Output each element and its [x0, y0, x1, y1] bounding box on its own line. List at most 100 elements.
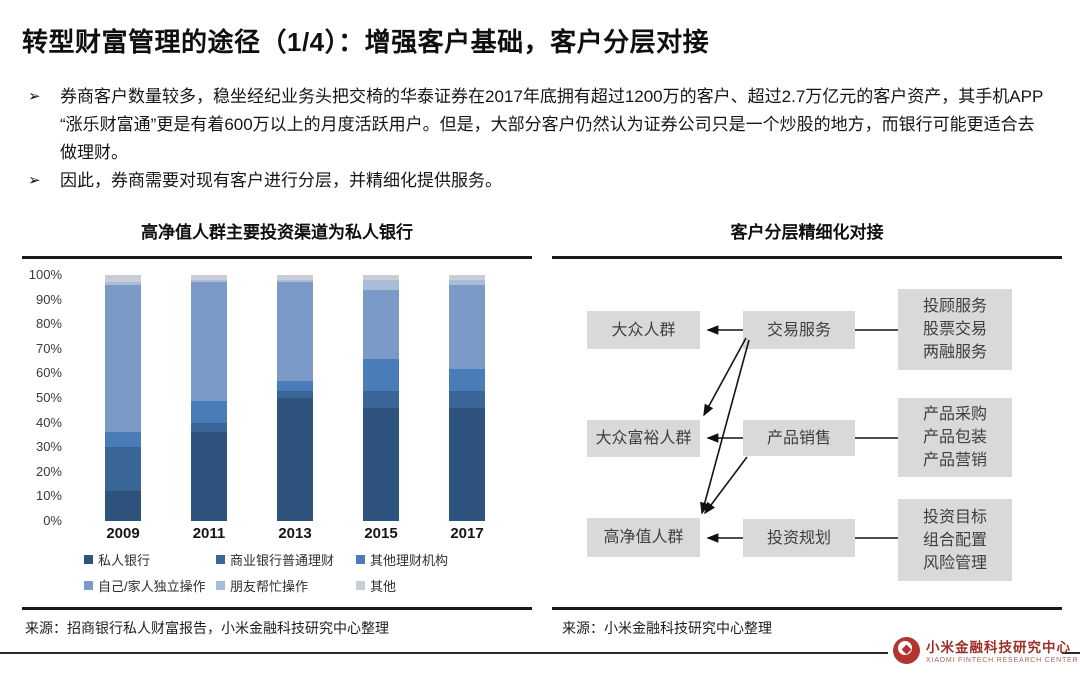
box-label: 产品销售: [766, 429, 831, 447]
logo-en: XIAOMI FINTECH RESEARCH CENTER: [926, 657, 1079, 664]
bar-2013: [277, 275, 313, 521]
box-label: 高净值人群: [603, 529, 684, 546]
bar-segment-其他: [449, 275, 485, 280]
bullet-item: ➢ 因此，券商需要对现有客户进行分层，并精细化提供服务。: [28, 167, 1050, 195]
bar-segment-其他: [363, 275, 399, 280]
legend-item: 其他: [356, 576, 514, 595]
legend-item: 其他理财机构: [356, 550, 514, 569]
legend-label: 其他: [370, 579, 397, 594]
legend-label: 其他理财机构: [370, 553, 449, 568]
bar-segment-其他理财机构: [191, 400, 227, 423]
bar-segment-其他理财机构: [363, 358, 399, 391]
x-axis-label: 2009: [106, 525, 140, 542]
y-tick-label: 50%: [35, 390, 62, 405]
box-label: 投资规划: [766, 529, 831, 547]
service-box: 产品销售: [743, 420, 855, 456]
legend-label: 自己/家人独立操作: [98, 579, 206, 594]
legend-swatch-icon: [84, 581, 93, 590]
stacked-bar-chart: [80, 275, 510, 521]
y-tick-label: 10%: [35, 488, 62, 504]
y-tick-label: 40%: [35, 414, 62, 430]
bar-segment-私人银行: [449, 407, 485, 521]
box-label: 大众富裕人群: [595, 430, 692, 447]
legend-label: 商业银行普通理财: [230, 553, 335, 568]
divider: [552, 256, 1062, 259]
bar-segment-其他: [277, 275, 313, 280]
bar-segment-自己/家人独立操作: [277, 282, 313, 381]
y-tick-label: 0%: [43, 513, 62, 528]
detail-box: 投顾服务 股票交易 两融服务: [898, 289, 1012, 370]
diagram-source: 来源：小米金融科技研究中心整理: [562, 620, 772, 636]
bar-segment-朋友帮忙操作: [363, 279, 399, 290]
legend-swatch-icon: [216, 581, 225, 590]
x-axis-label: 2017: [450, 525, 484, 542]
bullet-arrow-icon: ➢: [28, 88, 41, 105]
box-label: 股票交易: [922, 321, 987, 338]
legend-item: 商业银行普通理财: [216, 550, 356, 569]
legend-item: 私人银行: [84, 550, 216, 569]
bar-segment-朋友帮忙操作: [277, 279, 313, 283]
bar-segment-私人银行: [191, 432, 227, 521]
box-label: 投资目标: [922, 508, 987, 526]
x-axis-label: 2011: [192, 525, 226, 542]
logo-cn: 小米金融科技研究中心: [926, 640, 1071, 655]
divider: [22, 256, 532, 259]
bullet-text: 因此，券商需要对现有客户进行分层，并精细化提供服务。: [60, 171, 502, 190]
bar-segment-其他: [105, 275, 141, 283]
bar-segment-商业银行普通理财: [105, 447, 141, 492]
legend-item: 朋友帮忙操作: [216, 576, 356, 595]
bullet-arrow-icon: ➢: [28, 172, 41, 189]
y-tick-label: 60%: [35, 365, 62, 381]
tier-box: 大众人群: [587, 311, 700, 349]
legend-swatch-icon: [356, 581, 365, 590]
chart-title: 高净值人群主要投资渠道为私人银行: [141, 223, 413, 242]
legend-swatch-icon: [216, 555, 225, 564]
bar-segment-其他: [191, 275, 227, 280]
footer-rule: [1062, 652, 1080, 654]
tier-box: 大众富裕人群: [587, 420, 700, 457]
bar-2009: [105, 275, 141, 521]
bar-segment-商业银行普通理财: [191, 422, 227, 433]
bar-segment-私人银行: [277, 398, 313, 521]
divider: [22, 607, 532, 610]
box-label: 交易服务: [766, 321, 831, 339]
logo-text: 小米金融科技研究中心 XIAOMI FINTECH RESEARCH CENTE…: [926, 636, 1078, 664]
xiaomi-fintech-logo: 小米金融科技研究中心 XIAOMI FINTECH RESEARCH CENTE…: [893, 636, 1078, 664]
service-box: 投资规划: [743, 519, 855, 557]
bar-segment-自己/家人独立操作: [191, 282, 227, 401]
bar-segment-其他理财机构: [449, 368, 485, 391]
bar-segment-私人银行: [105, 491, 141, 521]
bar-segment-自己/家人独立操作: [105, 284, 141, 433]
legend-item: 自己/家人独立操作: [84, 576, 216, 595]
box-label: 产品采购: [922, 406, 987, 423]
tier-box: 高净值人群: [587, 518, 700, 557]
legend-swatch-icon: [84, 555, 93, 564]
box-label: 大众人群: [611, 321, 676, 339]
x-axis-label: 2015: [364, 525, 398, 542]
chart-legend: 私人银行 商业银行普通理财 其他理财机构自己/家人独立操作 朋友帮忙操作 其他: [84, 550, 514, 595]
detail-box: 投资目标 组合配置 风险管理: [898, 499, 1012, 581]
box-label: 风险管理: [922, 554, 987, 572]
y-tick-label: 20%: [35, 463, 62, 479]
bullet-item: ➢ 券商客户数量较多，稳坐经纪业务头把交椅的华泰证券在2017年底拥有超过120…: [28, 83, 1050, 167]
bar-segment-商业银行普通理财: [277, 390, 313, 398]
divider: [552, 607, 1062, 610]
diagram-title: 客户分层精细化对接: [730, 223, 884, 242]
bar-2017: [449, 275, 485, 521]
bar-segment-自己/家人独立操作: [449, 284, 485, 369]
x-axis-label: 2013: [278, 525, 312, 542]
bar-segment-朋友帮忙操作: [105, 282, 141, 285]
box-label: 产品营销: [922, 452, 987, 469]
legend-swatch-icon: [356, 555, 365, 564]
y-tick-label: 90%: [35, 291, 62, 307]
bar-segment-商业银行普通理财: [363, 390, 399, 408]
bar-segment-其他理财机构: [105, 432, 141, 448]
y-tick-label: 80%: [35, 316, 62, 332]
box-label: 产品包装: [922, 429, 987, 446]
legend-label: 朋友帮忙操作: [230, 579, 309, 594]
y-tick-label: 70%: [35, 340, 62, 356]
bullet-text: 券商客户数量较多，稳坐经纪业务头把交椅的华泰证券在2017年底拥有超过1200万…: [60, 87, 1043, 162]
bar-segment-自己/家人独立操作: [363, 289, 399, 359]
service-box: 交易服务: [743, 311, 855, 349]
bar-segment-朋友帮忙操作: [191, 279, 227, 283]
